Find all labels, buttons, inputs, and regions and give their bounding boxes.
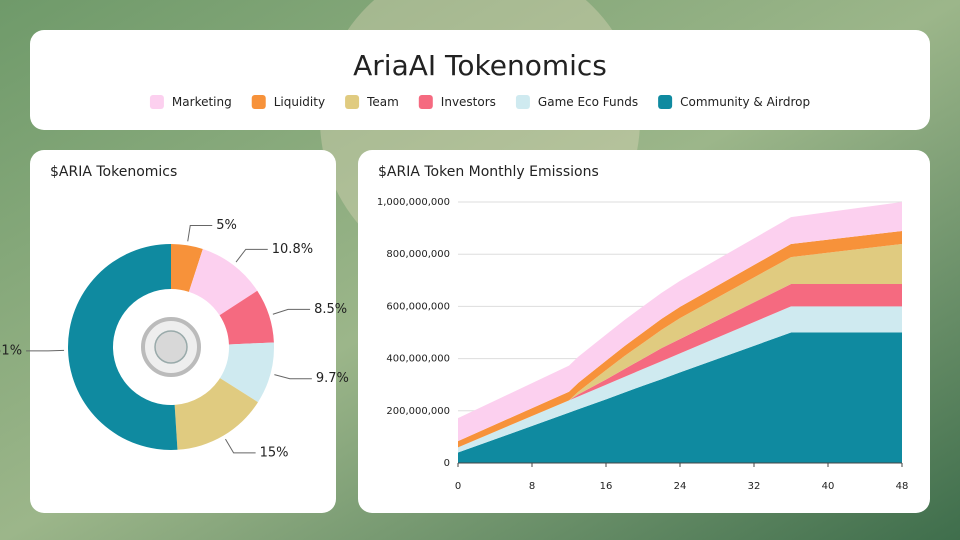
pie-slice (188, 249, 258, 316)
legend-label: Community & Airdrop (680, 95, 810, 109)
data-label: 9.7% (316, 371, 349, 386)
x-tick-label: 48 (896, 481, 909, 492)
area-band (458, 283, 902, 448)
data-label: 51% (0, 343, 22, 358)
area-band (458, 230, 902, 448)
x-tick-label: 8 (529, 481, 535, 492)
area-band (458, 332, 902, 463)
legend-label: Liquidity (274, 95, 325, 109)
legend-label: Team (366, 95, 399, 109)
x-tick-label: 32 (748, 481, 761, 492)
pie-slice (174, 378, 258, 450)
page-title: AriaAI Tokenomics (353, 49, 607, 82)
x-tick-label: 0 (455, 481, 461, 492)
pie-slice (219, 342, 274, 403)
pie-slice (67, 244, 178, 450)
logo-core (154, 330, 188, 364)
leader-line (274, 374, 312, 380)
legend-label: Investors (441, 95, 496, 109)
legend-swatch (149, 95, 164, 109)
y-tick-label: 600,000,000 (386, 301, 450, 312)
chart-title: $ARIA Tokenomics (50, 164, 177, 180)
area-band (458, 244, 902, 448)
y-tick-label: 1,000,000,000 (377, 197, 450, 208)
area-band (458, 202, 902, 442)
x-tick-label: 16 (600, 481, 613, 492)
legend-swatch (251, 95, 266, 109)
data-label: 5% (216, 218, 237, 233)
leader-line (272, 308, 311, 315)
data-label: 8.5% (314, 302, 347, 317)
chart-title: $ARIA Token Monthly Emissions (378, 164, 599, 180)
legend-swatch (515, 95, 530, 109)
leader-line (225, 438, 256, 454)
y-tick-label: 200,000,000 (386, 406, 450, 417)
area-band (458, 306, 902, 453)
leader-line (235, 248, 268, 263)
x-tick-label: 40 (822, 481, 835, 492)
legend-swatch (345, 95, 360, 109)
y-tick-label: 800,000,000 (386, 249, 450, 260)
pie-slice (219, 290, 274, 345)
y-tick-label: 0 (444, 458, 450, 469)
legend-swatch (658, 95, 673, 109)
leader-line (26, 349, 65, 352)
pie-slice (171, 244, 203, 292)
data-label: 10.8% (272, 242, 313, 257)
leader-line (187, 225, 213, 242)
legend-label: Game Eco Funds (538, 95, 638, 109)
data-label: 15% (260, 445, 289, 460)
y-tick-label: 400,000,000 (386, 354, 450, 365)
legend: Marketing Liquidity Team Investors Game Eco … (149, 95, 810, 109)
legend-swatch (418, 95, 433, 109)
legend-label: Marketing (172, 95, 232, 109)
x-tick-label: 24 (674, 481, 687, 492)
